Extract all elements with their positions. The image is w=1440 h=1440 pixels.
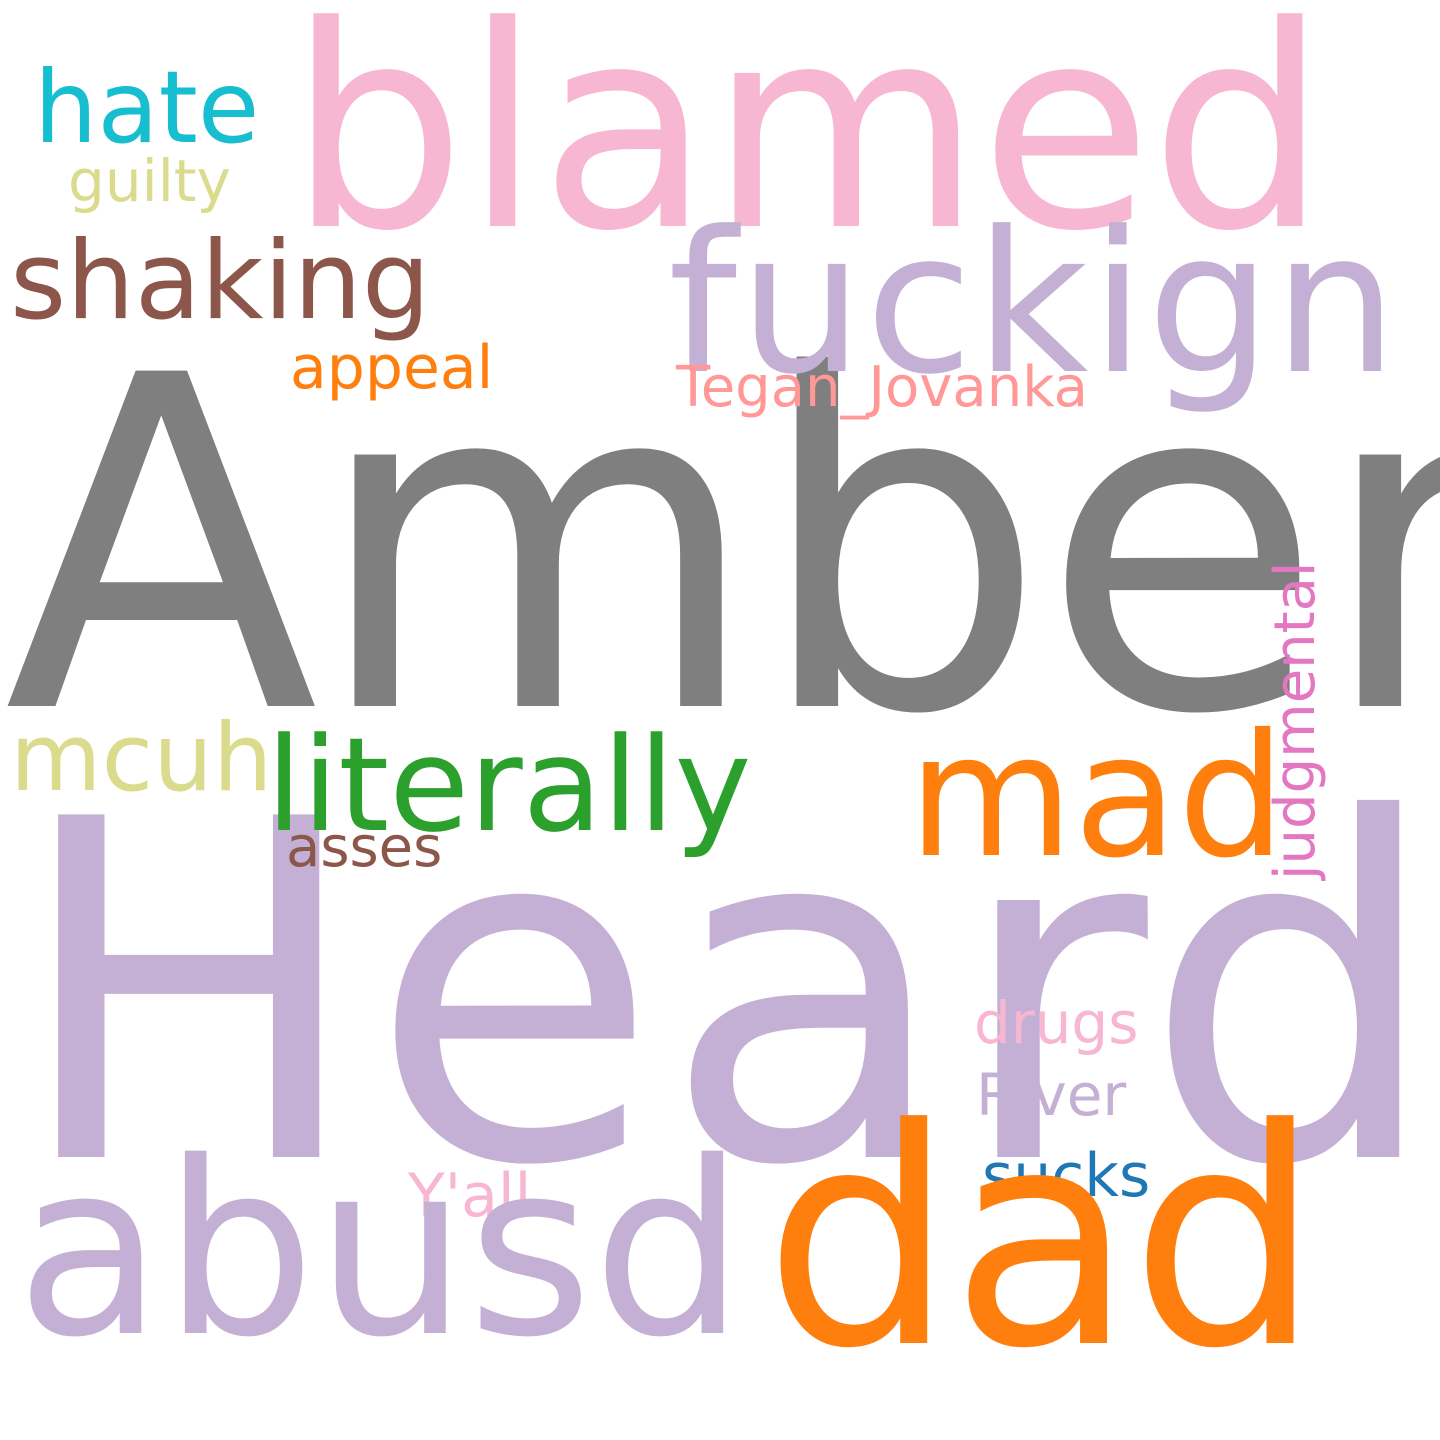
word-hate: hate xyxy=(34,49,260,166)
word-tegan-jovanka: Tegan_Jovanka xyxy=(676,355,1088,420)
word-drugs: drugs xyxy=(974,989,1139,1057)
word-river: River xyxy=(976,1061,1127,1129)
word-amber: Amber xyxy=(4,280,1440,815)
word-dad: dad xyxy=(764,1065,1321,1414)
word-abusd: abusd xyxy=(16,1110,745,1390)
word-shaking: shaking xyxy=(10,219,431,344)
word-judgmental: judgmental xyxy=(1263,561,1328,880)
word-yall: Y'all xyxy=(408,1161,532,1231)
word-fuckign: fuckign xyxy=(668,190,1400,418)
word-heard: Heard xyxy=(12,721,1440,1268)
word-mcuh: mcuh xyxy=(10,704,273,813)
word-guilty: guilty xyxy=(68,147,231,215)
word-literally: literally xyxy=(266,709,752,861)
word-sucks: sucks xyxy=(982,1141,1151,1211)
word-appeal: appeal xyxy=(290,333,494,403)
word-mad: mad xyxy=(908,698,1286,896)
word-blamed: blamed xyxy=(288,0,1328,293)
word-asses: asses xyxy=(286,815,443,880)
